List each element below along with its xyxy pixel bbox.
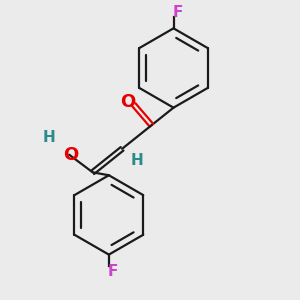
Text: F: F — [108, 264, 119, 279]
Text: O: O — [63, 146, 79, 164]
Text: O: O — [120, 93, 135, 111]
Text: H: H — [130, 153, 143, 168]
Text: F: F — [173, 5, 183, 20]
Text: H: H — [42, 130, 55, 145]
